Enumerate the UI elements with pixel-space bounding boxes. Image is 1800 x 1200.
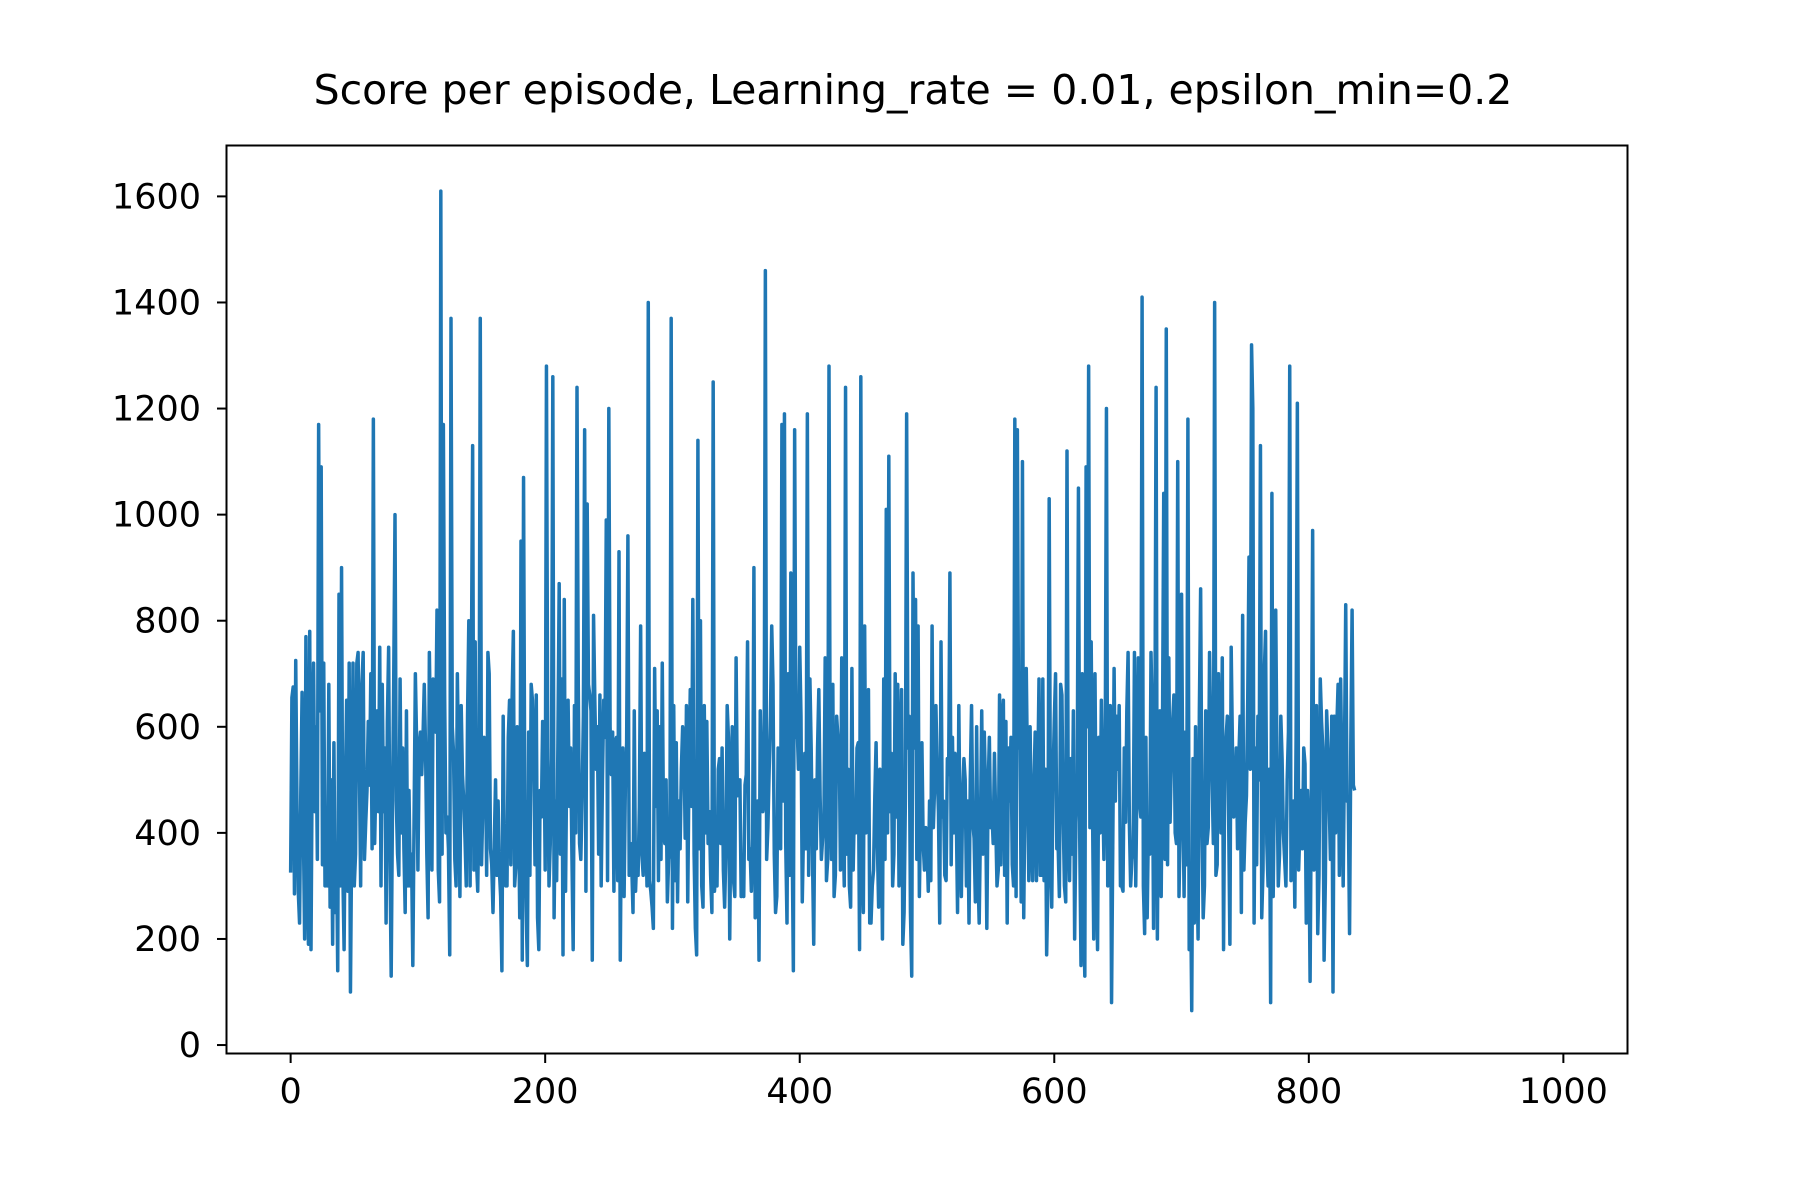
x-tick-label: 800: [1275, 1072, 1342, 1112]
y-tick-label: 1400: [112, 283, 201, 323]
y-tick-label: 200: [134, 920, 201, 960]
y-tick-label: 800: [134, 602, 201, 642]
x-tick-label: 200: [512, 1072, 579, 1112]
series-line-score: [288, 189, 1357, 1013]
x-axis: 0 200 400 600 800 1000: [279, 1053, 1608, 1112]
x-tick-label: 600: [1021, 1072, 1088, 1112]
y-tick-label: 600: [134, 708, 201, 748]
y-axis: 0 200 400 600 800 1000 1200 1400 1600: [112, 177, 227, 1066]
y-tick-label: 1600: [112, 177, 201, 217]
y-tick-label: 1000: [112, 496, 201, 536]
chart-title: Score per episode, Learning_rate = 0.01,…: [314, 66, 1513, 114]
x-tick-label: 1000: [1519, 1072, 1608, 1112]
axes-frame: [225, 144, 1629, 1055]
y-tick-label: 400: [134, 814, 201, 854]
series-layer: [288, 189, 1357, 1013]
plot-area: [225, 144, 1629, 1055]
x-tick-label: 400: [766, 1072, 833, 1112]
x-tick-label: 0: [279, 1072, 301, 1112]
y-tick-label: 0: [179, 1026, 201, 1066]
y-tick-label: 1200: [112, 390, 201, 430]
